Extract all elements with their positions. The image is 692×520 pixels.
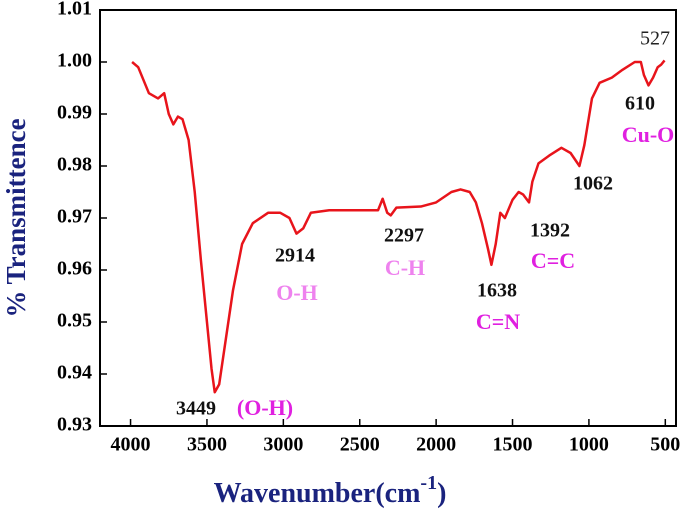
- x-tick-label: 2000: [416, 434, 456, 456]
- x-tick-label: 1500: [493, 434, 533, 456]
- annotation: C-H: [385, 255, 425, 280]
- y-tick-label: 0.99: [57, 102, 92, 124]
- annotation: 2297: [384, 225, 424, 247]
- y-tick-label: 0.98: [57, 154, 92, 176]
- y-tick-label: 1.00: [57, 50, 92, 72]
- y-tick-label: 0.94: [57, 362, 92, 384]
- annotation: C=C: [531, 248, 575, 273]
- y-tick-label: 0.95: [57, 310, 92, 332]
- x-tick-label: 500: [650, 434, 680, 456]
- y-axis-label: % Transmittence: [1, 118, 31, 317]
- x-tick-label: 3000: [263, 434, 303, 456]
- x-tick-label: 1000: [569, 434, 609, 456]
- y-tick-label: 0.96: [57, 258, 92, 280]
- annotation: 1638: [477, 280, 517, 302]
- x-axis-label-sup: -1: [420, 472, 437, 494]
- plot-frame: [99, 9, 677, 427]
- x-tick-label: 3500: [187, 434, 227, 456]
- annotation: 527: [640, 28, 670, 50]
- y-tick-label: 0.97: [57, 206, 92, 228]
- annotation: 610: [625, 93, 655, 115]
- annotation: O-H: [276, 280, 318, 305]
- annotation: (O-H): [237, 395, 293, 420]
- annotation: 2914: [275, 245, 315, 267]
- annotation: C=N: [476, 309, 520, 334]
- x-axis-label-end: ): [437, 478, 446, 509]
- annotation: Cu-O: [622, 122, 675, 147]
- y-tick-label: 0.93: [57, 414, 92, 436]
- y-tick-label: 1.01: [57, 0, 92, 20]
- annotation: 3449: [176, 398, 216, 420]
- annotation: 1392: [530, 220, 570, 242]
- annotation: 1062: [573, 173, 613, 195]
- x-tick-label: 2500: [340, 434, 380, 456]
- spectrum-line: [131, 59, 666, 394]
- x-axis-label-main: Wavenumber(cm: [214, 478, 421, 509]
- x-axis-label: Wavenumber(cm-1): [214, 472, 447, 510]
- x-tick-label: 4000: [111, 434, 151, 456]
